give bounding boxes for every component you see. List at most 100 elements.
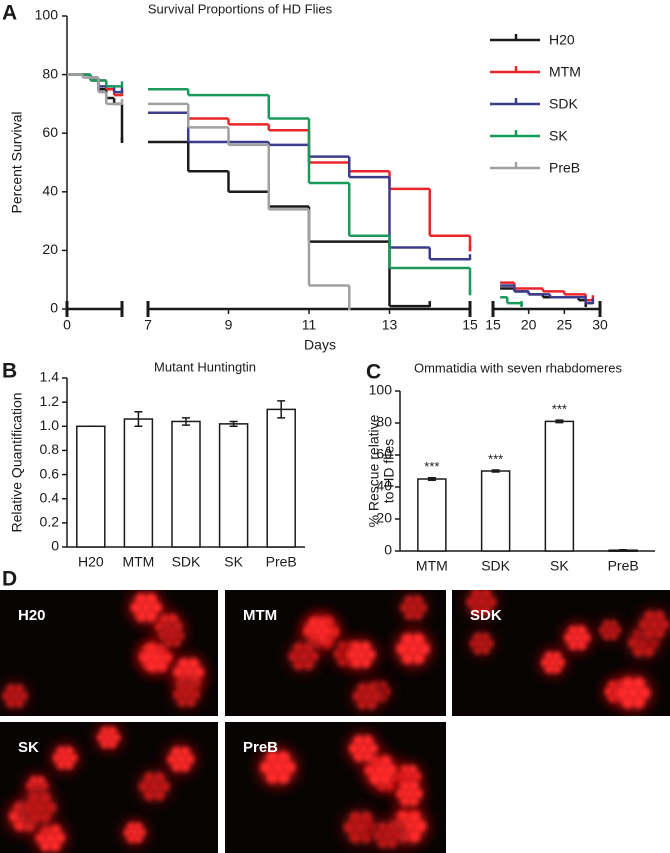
x-tick-label: H20 <box>78 554 104 570</box>
rhabdomere <box>333 648 344 659</box>
error-bar <box>427 476 436 482</box>
legend-label: SK <box>549 128 568 144</box>
rhabdomere <box>308 618 319 629</box>
rhabdomere <box>130 828 139 837</box>
y-tick-label: 0.4 <box>40 489 60 505</box>
microscopy-image: SDK <box>452 590 670 716</box>
image-label: MTM <box>243 607 277 624</box>
rhabdomere <box>181 689 192 700</box>
rhabdomere <box>171 637 181 647</box>
rhabdomere <box>127 834 136 843</box>
rhabdomere <box>148 780 161 793</box>
rhabdomere <box>316 633 327 644</box>
rhabdomere <box>189 689 200 700</box>
rhabdomere <box>28 810 41 824</box>
rhabdomere <box>167 614 178 625</box>
rhabdomere <box>362 735 373 747</box>
rhabdomere <box>477 639 486 648</box>
rhabdomere <box>26 782 35 791</box>
rhabdomere <box>548 658 558 667</box>
y-tick-label: 0.6 <box>40 465 60 481</box>
rhabdomere <box>374 764 387 776</box>
bar <box>171 420 201 548</box>
significance: *** <box>424 459 439 474</box>
rhabdomere <box>408 602 419 613</box>
rhabdomere <box>40 840 52 852</box>
rhabdomere <box>6 684 16 694</box>
rhabdomere <box>417 602 427 613</box>
rhabdomere <box>480 632 490 642</box>
rhabdomere <box>402 819 416 833</box>
rhabdomere <box>282 760 296 774</box>
x-tick-label: 30 <box>592 317 608 333</box>
rhabdomere <box>134 822 143 831</box>
rhabdomere <box>349 743 360 754</box>
y-tick-label: 0 <box>51 538 59 554</box>
rhabdomere <box>408 781 419 792</box>
rhabdomere <box>153 772 165 784</box>
rhabdomere <box>182 666 195 678</box>
rhabdomere <box>173 689 184 700</box>
rhabdomere <box>373 829 384 841</box>
rhabdomere <box>357 683 368 694</box>
rhabdomere <box>379 772 392 785</box>
image-label: SK <box>18 739 39 756</box>
rhabdomere <box>135 610 148 622</box>
rhabdomere <box>406 642 420 655</box>
rhabdomere <box>100 739 110 749</box>
rhabdomere <box>260 760 274 774</box>
rhabdomere <box>351 657 362 668</box>
image-label: SDK <box>470 607 502 624</box>
rhabdomere <box>265 770 279 784</box>
rhabdomere <box>471 604 483 616</box>
rhabdomere <box>412 788 423 799</box>
rhabdomere <box>108 739 117 749</box>
rhabdomere <box>14 698 24 708</box>
rhabdomere <box>400 781 411 792</box>
y-axis-label: to HD flies <box>381 439 397 504</box>
rhabdomere <box>64 746 74 756</box>
rhabdomere <box>390 829 402 841</box>
ommatidia <box>6 723 197 853</box>
rhabdomere <box>10 691 20 701</box>
bar <box>218 423 249 548</box>
y-tick-label: 40 <box>376 478 392 494</box>
rhabdomere <box>192 666 204 678</box>
rhabdomere <box>396 788 406 799</box>
rhabdomere <box>609 620 618 629</box>
rhabdomere <box>484 639 494 648</box>
x-tick-label: PreB <box>266 554 297 570</box>
rhabdomere <box>555 658 565 667</box>
rhabdomere <box>648 618 660 631</box>
rhabdomere <box>145 610 157 622</box>
error-bar <box>619 548 628 552</box>
y-tick-label: 40 <box>42 183 58 199</box>
rhabdomere <box>355 649 367 660</box>
significance: *** <box>552 402 567 417</box>
rhabdomere <box>145 593 157 605</box>
rhabdomere <box>354 821 368 834</box>
rhabdomere <box>156 660 168 672</box>
rhabdomere <box>576 625 587 636</box>
x-tick-label: SK <box>224 554 243 570</box>
error-bar <box>134 411 143 428</box>
x-axis-label: Days <box>304 337 336 353</box>
rhabdomere <box>44 832 56 844</box>
rhabdomere <box>396 810 410 824</box>
rhabdomere <box>185 696 196 707</box>
rhabdomere <box>108 726 117 736</box>
rhabdomere <box>473 632 483 642</box>
chart-title: Survival Proportions of HD Flies <box>148 1 333 16</box>
rhabdomere <box>366 743 378 754</box>
rhabdomere <box>9 810 21 823</box>
x-tick-label: MTM <box>416 558 448 574</box>
rhabdomere <box>43 801 57 814</box>
significance: *** <box>488 451 503 466</box>
legend-label: MTM <box>549 64 581 80</box>
rhabdomere <box>293 642 305 654</box>
rhabdomere <box>353 750 365 762</box>
y-tick-label: 60 <box>42 124 58 140</box>
rhabdomere <box>143 789 156 801</box>
